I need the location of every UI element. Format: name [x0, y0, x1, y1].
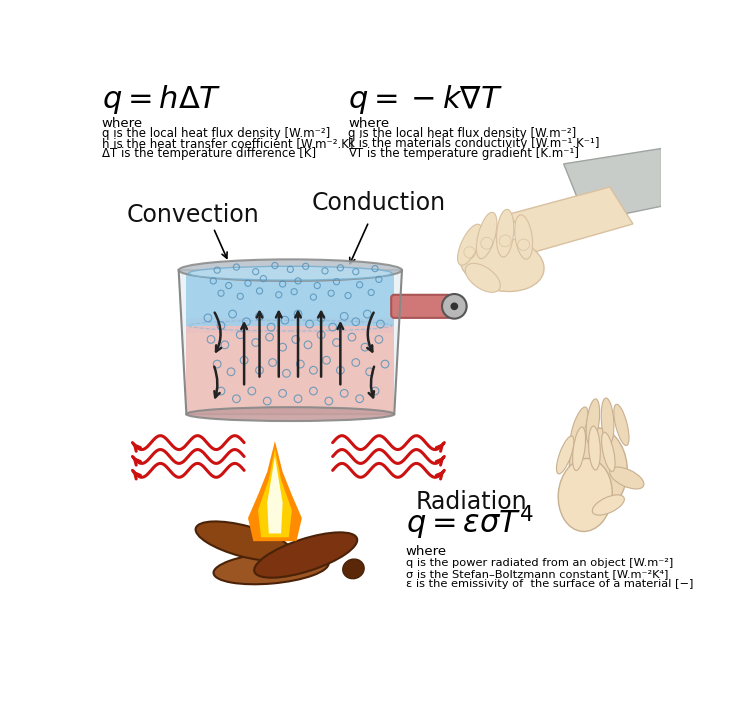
Polygon shape — [268, 456, 282, 534]
Ellipse shape — [195, 521, 293, 561]
Polygon shape — [258, 449, 292, 537]
Ellipse shape — [558, 458, 612, 531]
Ellipse shape — [460, 237, 544, 292]
Circle shape — [450, 303, 458, 310]
Polygon shape — [186, 273, 394, 326]
Text: where: where — [348, 117, 389, 130]
Text: q is the local heat flux density [W.m⁻²]: q is the local heat flux density [W.m⁻²] — [102, 127, 330, 140]
Ellipse shape — [609, 467, 644, 489]
Ellipse shape — [570, 407, 588, 447]
Polygon shape — [248, 441, 302, 541]
Ellipse shape — [497, 209, 514, 257]
Ellipse shape — [189, 266, 392, 280]
Polygon shape — [186, 332, 394, 333]
Ellipse shape — [254, 532, 357, 578]
Polygon shape — [186, 319, 394, 321]
Text: $q = h\Delta T$: $q = h\Delta T$ — [102, 83, 221, 117]
Polygon shape — [186, 326, 394, 413]
Polygon shape — [186, 326, 394, 327]
Text: Radiation: Radiation — [416, 490, 528, 514]
Polygon shape — [186, 330, 394, 332]
Ellipse shape — [178, 259, 402, 281]
Ellipse shape — [614, 404, 629, 445]
Polygon shape — [178, 270, 402, 414]
Polygon shape — [186, 324, 394, 326]
Ellipse shape — [465, 264, 500, 292]
Text: h is the heat transfer coefficient [W.m⁻².K]: h is the heat transfer coefficient [W.m⁻… — [102, 137, 353, 150]
Ellipse shape — [476, 212, 497, 258]
Text: k is the materials conductivity [W.m⁻¹.K⁻¹]: k is the materials conductivity [W.m⁻¹.K… — [348, 137, 600, 150]
Ellipse shape — [593, 495, 624, 515]
Ellipse shape — [214, 552, 329, 584]
Text: $q = \varepsilon\sigma T^4$: $q = \varepsilon\sigma T^4$ — [406, 504, 534, 542]
FancyBboxPatch shape — [391, 295, 451, 318]
Polygon shape — [186, 329, 394, 330]
Text: ε is the emissivity of  the surface of a material [−]: ε is the emissivity of the surface of a … — [406, 579, 694, 589]
Ellipse shape — [186, 407, 394, 421]
Text: where: where — [406, 545, 447, 558]
Ellipse shape — [573, 427, 586, 471]
Text: σ is the Stefan–Boltzmann constant [W.m⁻²K⁴]: σ is the Stefan–Boltzmann constant [W.m⁻… — [406, 568, 668, 578]
Ellipse shape — [570, 428, 627, 508]
Polygon shape — [186, 318, 394, 319]
Text: Convection: Convection — [126, 203, 259, 227]
Circle shape — [442, 294, 467, 319]
Text: q is the power radiated from an object [W.m⁻²]: q is the power radiated from an object [… — [406, 557, 673, 568]
Text: where: where — [102, 117, 143, 130]
Polygon shape — [510, 187, 633, 253]
Ellipse shape — [458, 224, 482, 265]
Text: ∇T is the temperature gradient [K.m⁻¹]: ∇T is the temperature gradient [K.m⁻¹] — [348, 147, 579, 160]
Ellipse shape — [601, 398, 614, 444]
Ellipse shape — [556, 436, 574, 473]
Polygon shape — [186, 322, 394, 324]
Polygon shape — [186, 327, 394, 329]
Ellipse shape — [601, 432, 615, 471]
Text: ΔT is the temperature difference [K]: ΔT is the temperature difference [K] — [102, 147, 315, 160]
Text: Conduction: Conduction — [312, 191, 446, 215]
Polygon shape — [186, 321, 394, 322]
Ellipse shape — [589, 426, 601, 470]
Ellipse shape — [586, 399, 600, 445]
Polygon shape — [564, 148, 661, 222]
Ellipse shape — [343, 559, 364, 578]
Text: q is the local heat flux density [W.m⁻²]: q is the local heat flux density [W.m⁻²] — [348, 127, 576, 140]
Ellipse shape — [276, 521, 297, 539]
Ellipse shape — [514, 215, 533, 259]
Text: $q = -k\nabla T$: $q = -k\nabla T$ — [348, 83, 503, 117]
